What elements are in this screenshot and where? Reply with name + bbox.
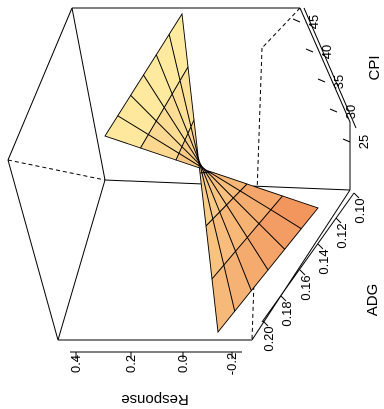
y-tick-mark [305,48,314,53]
y-tick-mark [317,78,326,83]
y-tick-mark [329,108,338,113]
z-tick-label: 0.4 [68,355,83,373]
box-edge [71,7,106,181]
y-tick-mark [342,138,351,143]
x-tick-mark [353,192,360,199]
x-tick-label: 0.12 [334,223,349,248]
y-tick-label: 45 [306,15,321,29]
plot-box [7,7,351,341]
y-tick-label: 35 [331,75,346,89]
z-axis-label: Response [121,391,189,408]
x-tick-mark [280,295,287,302]
x-tick-mark [299,269,306,276]
z-axis: -0.2 0.0 0.2 0.4 Response [68,351,242,408]
box-edge [299,7,351,123]
x-tick-label: 0.20 [261,326,276,351]
y-tick-label: 30 [343,105,358,119]
y-axis: 25 30 35 40 45 CPI [292,7,383,149]
box-edge [7,159,106,181]
y-tick-mark [292,18,301,23]
box-edge [251,189,351,341]
box-edge [57,179,106,341]
y-axis-line [303,7,357,129]
z-tick-label: 0.0 [175,355,190,373]
z-tick-label: 0.2 [123,355,138,373]
y-tick-label: 25 [356,135,371,149]
surface [104,12,319,334]
surface-patch [211,264,236,334]
x-axis-label: ADG [364,284,381,317]
z-tick-label: -0.2 [224,353,239,375]
y-axis-label: CPI [366,55,383,80]
x-tick-label: 0.16 [298,275,313,300]
x-tick-mark [317,243,324,250]
x-axis-line [261,192,355,323]
y-tick-label: 40 [319,45,334,59]
x-tick-label: 0.10 [352,198,367,223]
x-tick-label: 0.18 [279,301,294,326]
x-tick-mark [335,217,342,224]
box-edge [261,7,301,49]
x-axis: 0.100.120.140.16 0.180.20 ADG [261,192,381,352]
x-tick-mark [262,320,269,327]
box-edge [7,159,59,341]
box-edge [7,7,73,161]
x-tick-label: 0.14 [316,249,331,274]
